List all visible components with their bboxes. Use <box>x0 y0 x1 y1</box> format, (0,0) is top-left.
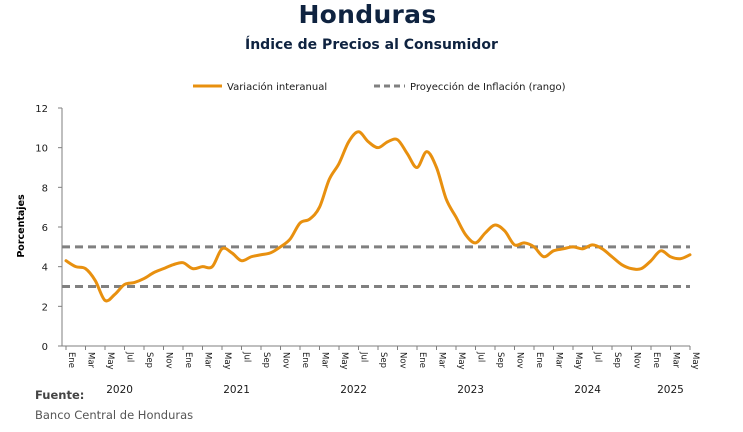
x-tick-label: Ene <box>417 352 427 368</box>
x-tick-label: Mar <box>671 352 681 369</box>
legend: Variación interanual Proyección de Infla… <box>193 81 566 93</box>
x-tick-label: Jul <box>476 351 486 362</box>
axes <box>61 108 690 347</box>
year-labels: 2020 2021 2022 2023 2024 2025 <box>106 384 684 396</box>
y-tick-label: 8 <box>42 183 48 194</box>
year-label: 2025 <box>657 384 684 396</box>
x-tick-label: Nov <box>398 352 408 369</box>
x-tick-label: Sep <box>261 352 271 368</box>
x-tick-label: Sep <box>612 352 622 368</box>
chart-subtitle: Índice de Precios al Consumidor <box>245 37 498 53</box>
x-tick-label: Jul <box>125 351 135 362</box>
x-tick-label: Nov <box>281 352 291 369</box>
y-tick-label: 10 <box>35 144 48 155</box>
x-tick-label: Sep <box>144 352 154 368</box>
y-tick-labels: 0 2 4 6 8 10 12 <box>35 104 62 353</box>
x-tick-label: Ene <box>183 352 193 368</box>
source-label: Fuente: <box>35 388 85 402</box>
x-tick-label: May <box>456 352 466 370</box>
year-label: 2023 <box>457 384 484 396</box>
x-tick-label: Jul <box>242 351 252 362</box>
x-tick-label: Mar <box>437 352 447 369</box>
x-tick-label: Nov <box>164 352 174 369</box>
x-tick-label: Nov <box>515 352 525 369</box>
x-tick-label: May <box>339 352 349 370</box>
y-tick-label: 12 <box>35 104 48 115</box>
x-tick-label: Ene <box>534 352 544 368</box>
y-tick-label: 4 <box>42 263 48 274</box>
x-tick-label: Mar <box>86 352 96 369</box>
y-tick-label: 0 <box>42 342 48 353</box>
x-tick-label: Ene <box>66 352 76 368</box>
year-label: 2020 <box>106 384 133 396</box>
x-tick-label: May <box>105 352 115 370</box>
x-tick-label: Jul <box>593 351 603 362</box>
x-tick-label: Mar <box>554 352 564 369</box>
x-tick-label: May <box>573 352 583 370</box>
series-layer <box>62 130 692 303</box>
x-tick-label: Mar <box>203 352 213 369</box>
chart-title: Honduras <box>298 0 437 29</box>
x-tick-label: Ene <box>651 352 661 368</box>
x-tick-label: Sep <box>495 352 505 368</box>
x-tick-label: Jul <box>359 351 369 362</box>
y-axis-label: Porcentajes <box>16 194 27 258</box>
x-tick-label: May <box>690 352 700 370</box>
x-tick-label: Ene <box>300 352 310 368</box>
x-tick-label: May <box>222 352 232 370</box>
x-tick-label: Mar <box>320 352 330 369</box>
year-label: 2022 <box>340 384 367 396</box>
year-label: 2024 <box>574 384 601 396</box>
x-tick-label: Sep <box>378 352 388 368</box>
y-tick-label: 2 <box>42 302 48 313</box>
series-variacion-line <box>64 130 692 303</box>
x-tick-label: Nov <box>632 352 642 369</box>
legend-label-proyeccion: Proyección de Inflación (rango) <box>410 81 566 93</box>
y-tick-label: 6 <box>42 223 48 234</box>
year-label: 2021 <box>223 384 250 396</box>
legend-label-variacion: Variación interanual <box>227 81 327 93</box>
source-value: Banco Central de Honduras <box>35 408 194 422</box>
x-tick-labels: Ene Mar May Jul Sep Nov Ene Mar May Jul Sep Nov Ene M… <box>65 346 700 370</box>
